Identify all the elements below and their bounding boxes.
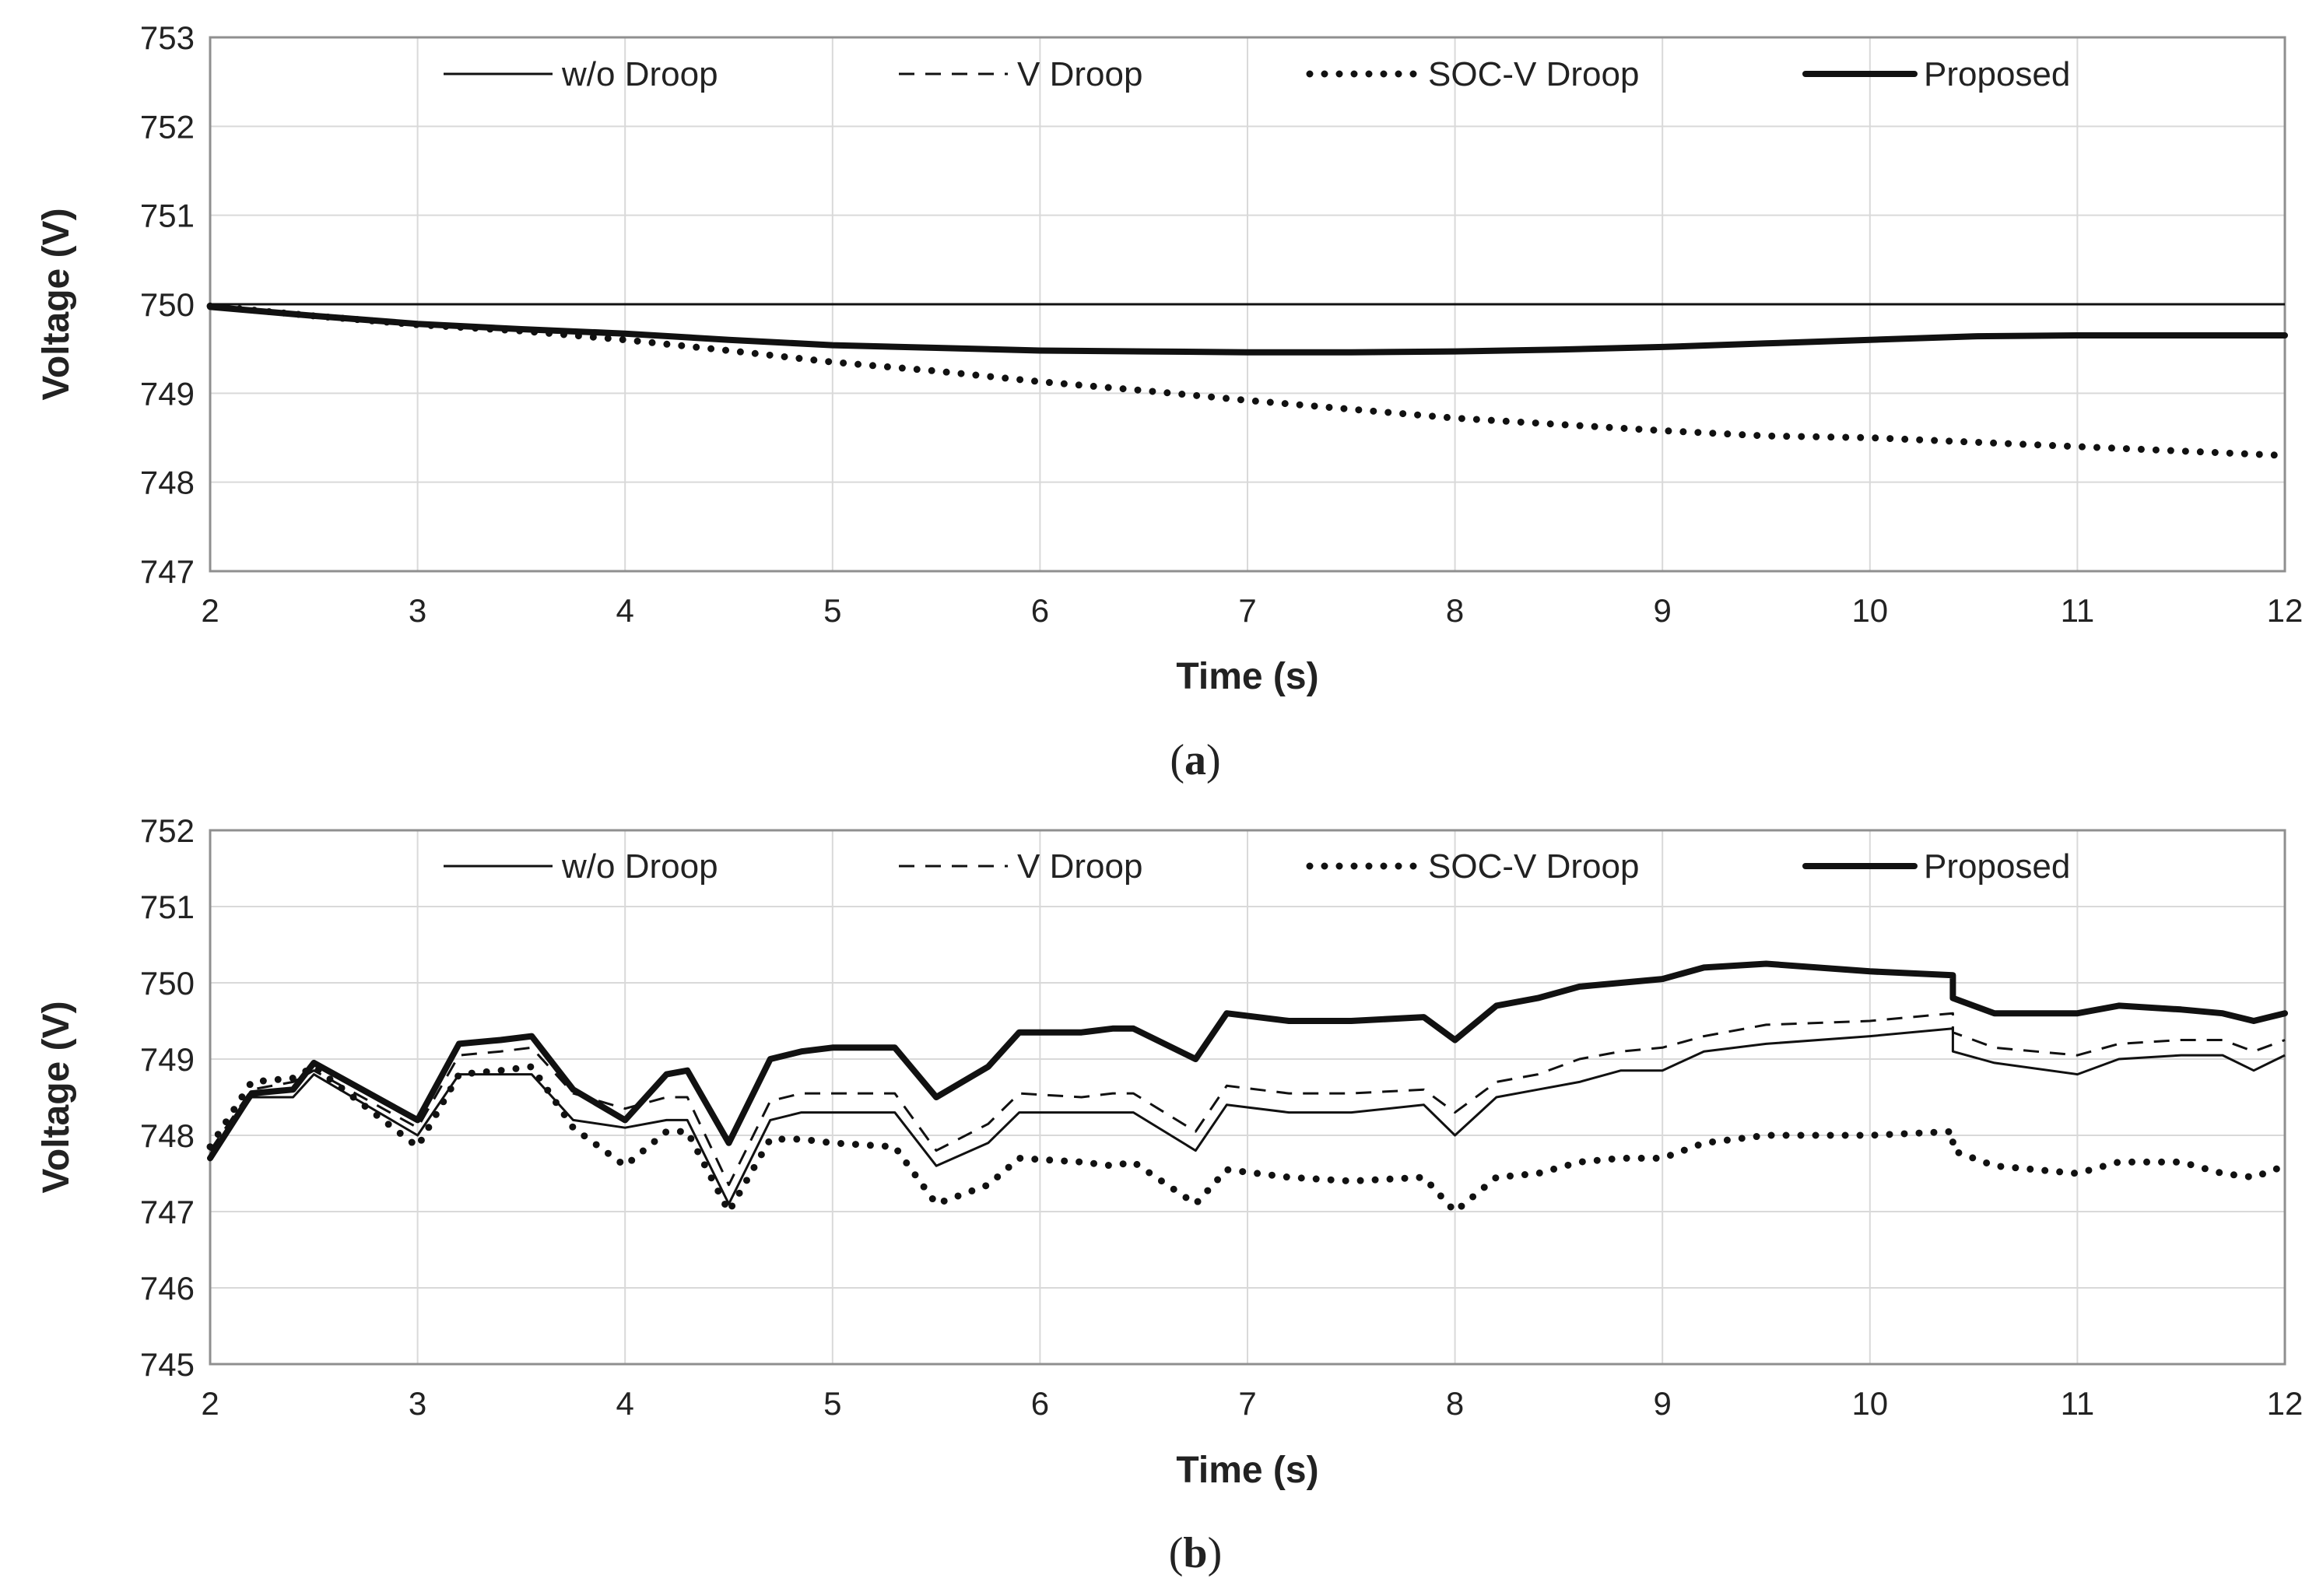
chart-b-series-soc-v-droop — [206, 1063, 2289, 1215]
chart-b-grid — [210, 830, 2285, 1364]
chart-b-legend-label: SOC-V Droop — [1428, 847, 1639, 886]
chart-b-x-ticks: 2 3 4 5 6 7 8 9 10 11 12 — [201, 1385, 2303, 1422]
chart-a-x-tick-label: 6 — [1031, 592, 1049, 629]
chart-a-x-tick-label: 3 — [409, 592, 426, 629]
chart-a-x-tick-label: 4 — [616, 592, 634, 629]
chart-b-caption-letter: b — [1183, 1529, 1207, 1577]
chart-a-y-tick-label: 751 — [140, 198, 195, 234]
chart-b-y-tick-label: 751 — [140, 889, 195, 925]
chart-a-legend: w/o Droop V Droop SOC-V Droop Proposed — [444, 55, 2070, 93]
chart-a-y-tick-label: 752 — [140, 108, 195, 145]
chart-a-x-tick-label: 11 — [2061, 592, 2095, 629]
chart-a-y-ticks: 747 748 749 750 751 752 753 — [140, 19, 195, 590]
chart-b-y-tick-label: 750 — [140, 965, 195, 1001]
chart-b-series-proposed — [207, 960, 2288, 1162]
chart-a-legend-label: V Droop — [1017, 55, 1142, 93]
chart-b-legend-label: Proposed — [1924, 847, 2070, 886]
chart-b-legend: w/o Droop V Droop SOC-V Droop Proposed — [444, 847, 2070, 886]
chart-a-y-tick-label: 749 — [140, 375, 195, 412]
chart-a-x-tick-label: 10 — [1851, 592, 1888, 629]
chart-b-legend-label: V Droop — [1017, 847, 1142, 886]
chart-a-series-proposed — [207, 303, 2288, 356]
chart-a-y-tick-label: 750 — [140, 286, 195, 323]
chart-b-x-tick-label: 8 — [1446, 1385, 1464, 1422]
chart-a-x-tick-label: 2 — [201, 592, 219, 629]
chart-b-x-axis-title: Time (s) — [1176, 1450, 1318, 1491]
chart-a-x-tick-label: 5 — [823, 592, 841, 629]
chart-b-caption: (b) — [1169, 1529, 1222, 1577]
chart-b-y-tick-label: 748 — [140, 1117, 195, 1154]
chart-a-x-tick-label: 8 — [1446, 592, 1464, 629]
chart-b-x-tick-label: 2 — [201, 1385, 219, 1422]
chart-a-legend-label: Proposed — [1924, 55, 2070, 93]
chart-b-y-tick-label: 752 — [140, 812, 195, 849]
chart-b-y-tick-label: 745 — [140, 1346, 195, 1383]
chart-a-x-tick-label: 7 — [1238, 592, 1256, 629]
chart-b-y-tick-label: 747 — [140, 1194, 195, 1230]
chart-b-x-tick-label: 12 — [2267, 1385, 2304, 1422]
chart-a-y-tick-label: 747 — [140, 553, 195, 590]
chart-b-x-tick-label: 9 — [1654, 1385, 1672, 1422]
chart-a-y-tick-label: 748 — [140, 465, 195, 501]
chart-b-series — [206, 960, 2289, 1215]
chart-b-y-tick-label: 749 — [140, 1041, 195, 1078]
chart-b-y-ticks: 745 746 747 748 749 750 751 752 — [140, 812, 195, 1383]
chart-b-x-tick-label: 3 — [409, 1385, 426, 1422]
chart-b-x-tick-label: 6 — [1031, 1385, 1049, 1422]
chart-b-plot-area — [209, 829, 2286, 1366]
chart-b-y-tick-label: 746 — [140, 1270, 195, 1307]
chart-b-x-tick-label: 5 — [823, 1385, 841, 1422]
chart-b-x-tick-label: 10 — [1851, 1385, 1888, 1422]
chart-b-x-tick-label: 7 — [1238, 1385, 1256, 1422]
chart-a-series — [206, 302, 2289, 459]
chart-b-x-tick-label: 4 — [616, 1385, 634, 1422]
chart-b-x-tick-label: 11 — [2061, 1385, 2095, 1422]
chart-b-legend-label: w/o Droop — [561, 847, 718, 886]
chart-b-series-w-o-droop — [209, 1027, 2286, 1205]
chart-a-x-tick-label: 9 — [1654, 592, 1672, 629]
chart-a-caption-letter: a — [1184, 736, 1206, 784]
chart-a-y-axis-title: Voltage (V) — [36, 208, 77, 400]
chart-b-y-axis-title: Voltage (V) — [36, 1001, 77, 1193]
chart-a: 747 748 749 750 751 752 753 2 3 4 5 6 7 8 9 10 11 12 Tim… — [36, 19, 2303, 784]
chart-a-y-tick-label: 753 — [140, 19, 195, 56]
chart-a-caption: (a) — [1170, 736, 1220, 784]
chart-a-legend-label: SOC-V Droop — [1428, 55, 1639, 93]
chart-a-x-axis-title: Time (s) — [1176, 656, 1318, 697]
chart-a-legend-label: w/o Droop — [561, 55, 718, 93]
chart-a-x-ticks: 2 3 4 5 6 7 8 9 10 11 12 — [201, 592, 2303, 629]
chart-a-x-tick-label: 12 — [2267, 592, 2304, 629]
